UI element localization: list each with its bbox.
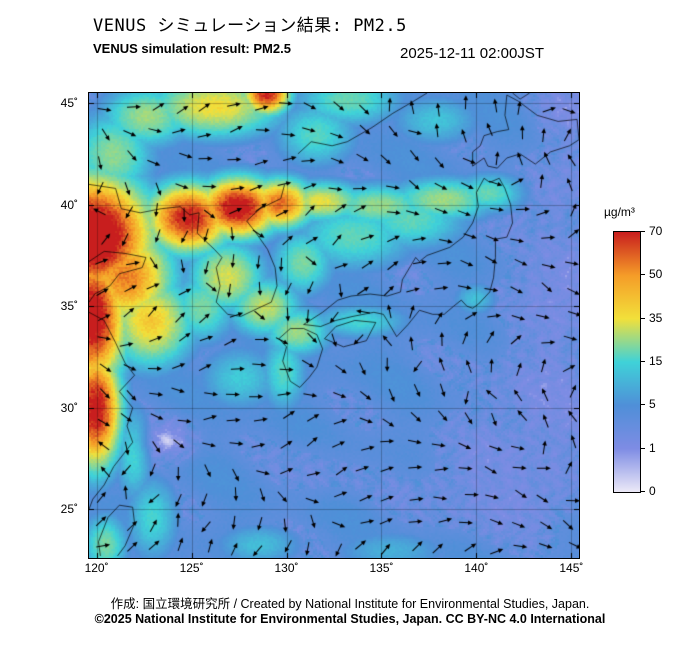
x-tick-label: 130˚ [274,561,299,575]
footer-credit: 作成: 国立環境研究所 / Created by National Instit… [110,597,590,611]
colorbar-tick-label: 5 [649,397,656,412]
y-tick-label: 35˚ [60,299,78,314]
colorbar-tick-label: 50 [649,267,663,282]
x-tick-label: 145˚ [559,561,584,575]
map-canvas [89,93,579,558]
y-axis-latitude-ticks: 25˚ 30˚ 35˚ 40˚ 45˚ [44,93,80,558]
x-tick-label: 125˚ [179,561,204,575]
x-tick-label: 120˚ [84,561,109,575]
colorbar-tick-mark [641,231,645,232]
colorbar-unit-label: µg/m³ [604,205,635,219]
page-title-japanese: VENUS シミュレーション結果: PM2.5 [93,16,407,36]
colorbar-tick-label: 0 [649,484,656,498]
colorbar: 0 1 5 15 35 50 70 [613,224,697,498]
colorbar-tick-mark [641,317,645,319]
page-title-english: VENUS simulation result: PM2.5 [93,41,291,56]
colorbar-tick-label: 15 [649,354,663,368]
colorbar-tick-label: 70 [649,224,663,238]
colorbar-tick-mark [641,404,645,406]
y-tick-label: 45˚ [60,96,78,111]
map-frame [88,92,580,559]
y-tick-label: 25˚ [60,502,78,517]
colorbar-tick-mark [641,361,645,362]
colorbar-gradient [613,231,641,493]
colorbar-tick-label: 1 [649,440,656,455]
footer-license: ©2025 National Institute for Environment… [94,612,606,626]
colorbar-tick-label: 35 [649,310,663,325]
colorbar-tick-mark [641,447,645,449]
x-tick-label: 135˚ [369,561,394,575]
forecast-timestamp: 2025-12-11 02:00JST [400,45,544,62]
x-axis-longitude-ticks: 120˚ 125˚ 130˚ 135˚ 140˚ 145˚ [85,561,584,577]
y-tick-label: 30˚ [60,400,78,415]
colorbar-tick-mark [641,491,645,492]
x-tick-label: 140˚ [464,561,489,575]
y-tick-label: 40˚ [60,197,78,212]
colorbar-tick-mark [641,274,645,276]
